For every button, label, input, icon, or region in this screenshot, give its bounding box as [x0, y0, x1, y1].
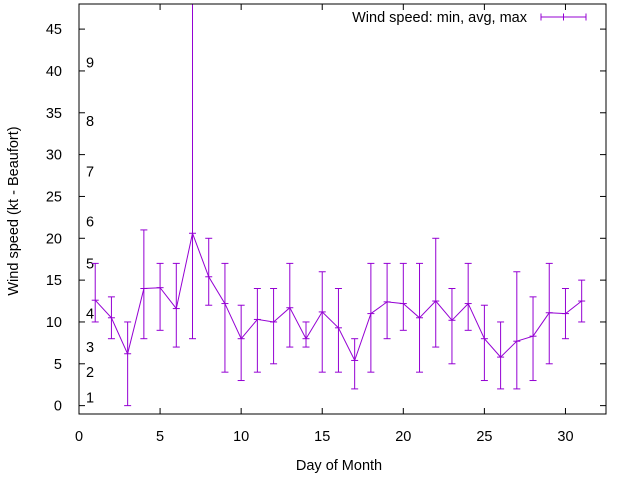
y-tick-label: 25	[46, 189, 62, 205]
beaufort-label: 7	[86, 164, 94, 180]
error-bar	[334, 287, 342, 373]
error-bar	[578, 279, 586, 323]
y-tick-label: 5	[54, 357, 62, 373]
x-tick-label: 5	[156, 429, 164, 445]
data-series	[91, 3, 586, 407]
y-tick-label: 10	[46, 315, 62, 331]
error-bar	[237, 304, 245, 382]
error-bar	[286, 262, 294, 348]
x-tick-label: 15	[314, 429, 330, 445]
x-tick-label: 20	[395, 429, 411, 445]
y-tick-label: 40	[46, 64, 62, 80]
beaufort-label: 9	[86, 56, 94, 72]
error-bar	[351, 338, 359, 390]
y-tick-label: 45	[46, 22, 62, 38]
beaufort-label: 1	[86, 390, 94, 406]
y-tick-label: 0	[54, 399, 62, 415]
x-tick-label: 10	[233, 429, 249, 445]
error-bar	[513, 271, 521, 390]
error-bar	[91, 262, 99, 323]
y-tick-label: 15	[46, 273, 62, 289]
error-bar	[383, 262, 391, 340]
error-bar	[270, 287, 278, 365]
error-bar	[561, 287, 569, 340]
error-bar	[172, 262, 180, 348]
beaufort-label: 6	[86, 215, 94, 231]
error-bar	[253, 287, 261, 373]
error-bar	[140, 229, 148, 340]
beaufort-label: 5	[86, 256, 94, 272]
error-bar	[416, 262, 424, 373]
error-bar	[432, 237, 440, 348]
error-bar	[107, 296, 115, 340]
y-tick-label: 30	[46, 148, 62, 164]
plot-frame	[78, 3, 607, 415]
error-bar	[448, 287, 456, 365]
x-tick-label: 25	[476, 429, 492, 445]
x-tick-label: 0	[75, 429, 83, 445]
error-bar	[529, 296, 537, 382]
error-bar	[205, 237, 213, 306]
x-axis-title: Day of Month	[296, 458, 382, 474]
x-tick-label: 30	[557, 429, 573, 445]
error-bar	[545, 262, 553, 365]
beaufort-label: 2	[86, 365, 94, 381]
y-tick-label: 20	[46, 231, 62, 247]
error-bar	[318, 271, 326, 373]
beaufort-scale-labels: 1 2 3 4 5 6 7 8 9	[86, 56, 94, 407]
error-bar	[302, 321, 310, 348]
error-bar	[221, 262, 229, 373]
beaufort-label: 3	[86, 340, 94, 356]
legend-label: Wind speed: min, avg, max	[352, 10, 528, 26]
y-axis-title: Wind speed (kt - Beaufort)	[6, 126, 22, 295]
beaufort-label: 8	[86, 114, 94, 130]
legend: Wind speed: min, avg, max	[352, 10, 587, 26]
beaufort-label: 4	[86, 307, 94, 323]
error-bar	[399, 262, 407, 331]
error-bar	[156, 262, 164, 331]
error-bar	[464, 262, 472, 331]
error-bar	[480, 304, 488, 382]
y-tick-label: 35	[46, 106, 62, 122]
error-bar	[367, 262, 375, 373]
error-bar	[497, 321, 505, 390]
error-bar	[124, 321, 132, 407]
